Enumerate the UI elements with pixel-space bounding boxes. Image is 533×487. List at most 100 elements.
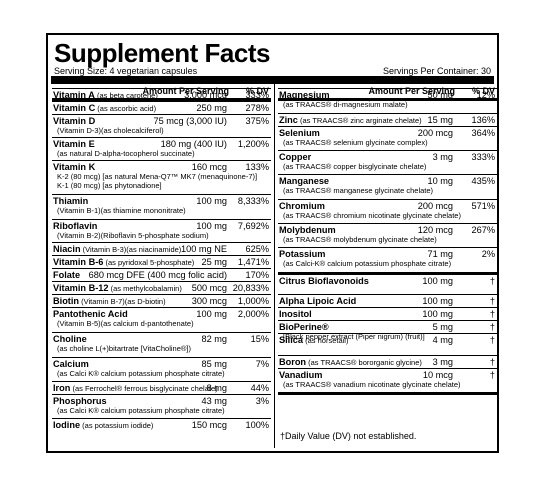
left-column: Amount Per Serving % DV Vitamin A (as be…: [52, 84, 271, 430]
nutrient-name: Phosphorus: [53, 396, 107, 406]
nutrient-row: Calcium 85 mg 7% (as Calci K® calcium potas…: [52, 357, 271, 381]
nutrient-name-text: Riboflavin: [53, 221, 98, 231]
nutrient-amount: 100 mg: [422, 276, 453, 286]
nutrient-amount: 100 mg: [196, 309, 227, 319]
nutrient-name-text: Thiamin: [53, 196, 89, 206]
nutrient-detail: (as TRAACS® copper bisglycinate chelate): [283, 162, 427, 171]
nutrient-name: Pantothenic Acid: [53, 309, 128, 319]
nutrient-dv: 625%: [245, 244, 270, 254]
nutrient-name: Magnesium: [279, 90, 330, 100]
nutrient-row: Riboflavin 100 mg 7,692% (Vitamin B-2)(Ribo…: [52, 219, 271, 242]
nutrient-dv: 1,000%: [237, 296, 269, 306]
nutrient-dv: †: [489, 309, 495, 319]
nutrient-name-text: Molybdenum: [279, 225, 336, 235]
nutrient-source: (as beta carotene): [94, 91, 158, 100]
nutrient-amount: 15 mg: [427, 115, 453, 125]
nutrient-name-text: Silica: [279, 335, 304, 345]
left-header: Amount Per Serving % DV: [52, 84, 271, 98]
nutrient-amount: 4 mg: [432, 335, 453, 345]
nutrient-name: Copper: [279, 152, 311, 162]
nutrient-name-text: Vitamin B-12: [53, 283, 109, 293]
nutrient-name-text: Vitamin D: [53, 116, 96, 126]
nutrient-dv: 364%: [471, 128, 496, 138]
nutrient-name-text: Inositol: [279, 309, 312, 319]
nutrient-source: (Vitamin B-7)(as D-biotin): [79, 297, 166, 306]
nutrient-detail: (Vitamin D-3)(as cholecalciferol): [57, 126, 164, 135]
nutrient-amount: 100 mg: [196, 221, 227, 231]
nutrient-amount: 250 mg: [196, 103, 227, 113]
nutrient-name-text: Vitamin A: [53, 90, 95, 100]
nutrient-detail: (as Calci-K® calcium potassium phosphate…: [283, 259, 452, 268]
nutrient-dv: †: [489, 370, 495, 380]
nutrient-dv: 333%: [245, 90, 270, 100]
nutrient-row: Citrus Bioflavonoids 100 mg †: [278, 272, 497, 293]
nutrient-name-text: Calcium: [53, 359, 89, 369]
nutrient-source: (as Ferrochel® ferrous bisglycinate chel…: [70, 384, 218, 393]
nutrient-amount: 5 mg: [432, 322, 453, 332]
nutrient-amount: 300 mcg: [191, 296, 227, 306]
nutrient-row: Iodine (as potassium iodide) 150 mcg 100%: [52, 418, 271, 432]
end-rule: [278, 392, 497, 395]
nutrient-dv: 8,333%: [237, 196, 269, 206]
nutrient-amount: 71 mg: [427, 249, 453, 259]
nutrient-row: Magnesium 50 mg 12% (as TRAACS® di-magnesiu…: [278, 88, 497, 113]
nutrient-dv: 3%: [255, 396, 269, 406]
nutrient-name-text: Copper: [279, 152, 312, 162]
nutrient-row: Alpha Lipoic Acid 100 mg †: [278, 294, 497, 307]
nutrient-source: (as methylcobalamin): [108, 284, 182, 293]
nutrient-dv: 267%: [471, 225, 496, 235]
amount-header: Amount Per Serving: [142, 86, 229, 96]
nutrient-dv: 278%: [245, 103, 270, 113]
nutrient-row: Silica (as horsetail) 4 mg †: [278, 333, 497, 355]
nutrient-name: Vitamin C (as ascorbic acid): [53, 103, 156, 114]
nutrient-name: Selenium: [279, 128, 320, 138]
nutrient-detail: (as choline L(+)bitartrate [VitaCholine®…: [57, 344, 191, 353]
nutrient-amount: 3,000 mcg: [184, 90, 227, 100]
amount-header: Amount Per Serving: [368, 86, 455, 96]
servings-per-container: Servings Per Container: 30: [382, 66, 491, 76]
nutrient-name-text: BioPerine®: [279, 322, 329, 332]
nutrient-dv: †: [489, 276, 495, 286]
nutrient-dv: 44%: [250, 383, 269, 393]
nutrient-name: Biotin (Vitamin B-7)(as D-biotin): [53, 296, 166, 307]
nutrient-name: Citrus Bioflavonoids: [279, 276, 369, 286]
nutrient-name-text: Magnesium: [279, 90, 330, 100]
nutrient-dv: 1,200%: [237, 139, 269, 149]
nutrient-dv: 435%: [471, 176, 496, 186]
nutrient-source: (Vitamin B-3)(as niacinamide): [80, 245, 182, 254]
nutrient-dv: 133%: [245, 162, 270, 172]
nutrient-amount: 500 mcg: [191, 283, 227, 293]
nutrient-name-text: Vanadium: [279, 370, 323, 380]
nutrient-name: Niacin (Vitamin B-3)(as niacinamide): [53, 244, 181, 255]
nutrient-source: (as potassium iodide): [80, 421, 154, 430]
nutrient-detail: (as TRAACS® di-magnesium malate): [283, 100, 408, 109]
nutrient-row: Boron (as TRAACS® bororganic glycine) 3 m…: [278, 355, 497, 368]
nutrient-name-text: Folate: [53, 270, 81, 280]
nutrient-detail: (Vitamin B-5)(as calcium d-pantothenate): [57, 319, 194, 328]
nutrient-amount: 100 mg: [422, 296, 453, 306]
nutrient-name: Boron (as TRAACS® bororganic glycine): [279, 357, 422, 368]
nutrient-dv: 136%: [471, 115, 496, 125]
nutrient-row: Vitamin A (as beta carotene) 3,000 mcg 333…: [52, 88, 271, 101]
nutrient-detail: (as TRAACS® selenium glycinate complex): [283, 138, 428, 147]
nutrient-source: (as TRAACS® zinc arginate chelate): [297, 116, 422, 125]
nutrient-amount: 82 mg: [201, 334, 227, 344]
dv-header: % DV: [471, 86, 495, 96]
nutrient-row: Vitamin C (as ascorbic acid) 250 mg 278%: [52, 101, 271, 114]
nutrient-dv: 375%: [245, 116, 270, 126]
nutrient-name: Vanadium: [279, 370, 322, 380]
nutrient-detail: [Black pepper extract (Piper nigrum) (fr…: [283, 332, 425, 341]
header-rule: [278, 98, 497, 101]
nutrient-dv: †: [489, 357, 495, 367]
serving-size: Serving Size: 4 vegetarian capsules: [54, 66, 198, 76]
nutrient-name: Potassium: [279, 249, 325, 259]
nutrient-row: Vanadium 10 mcg † (as TRAACS® vanadium nico…: [278, 368, 497, 392]
nutrient-name-text: Potassium: [279, 249, 326, 259]
nutrient-source: (as TRAACS® bororganic glycine): [306, 358, 422, 367]
nutrient-amount: 180 mg (400 IU): [160, 139, 227, 149]
nutrient-name: Silica (as horsetail): [279, 335, 348, 346]
nutrient-row: Selenium 200 mcg 364% (as TRAACS® selenium …: [278, 126, 497, 150]
nutrient-name: Vitamin D: [53, 116, 95, 126]
nutrient-detail: (as TRAACS® manganese glycinate chelate): [283, 186, 434, 195]
nutrient-name: Vitamin A (as beta carotene): [53, 90, 158, 101]
